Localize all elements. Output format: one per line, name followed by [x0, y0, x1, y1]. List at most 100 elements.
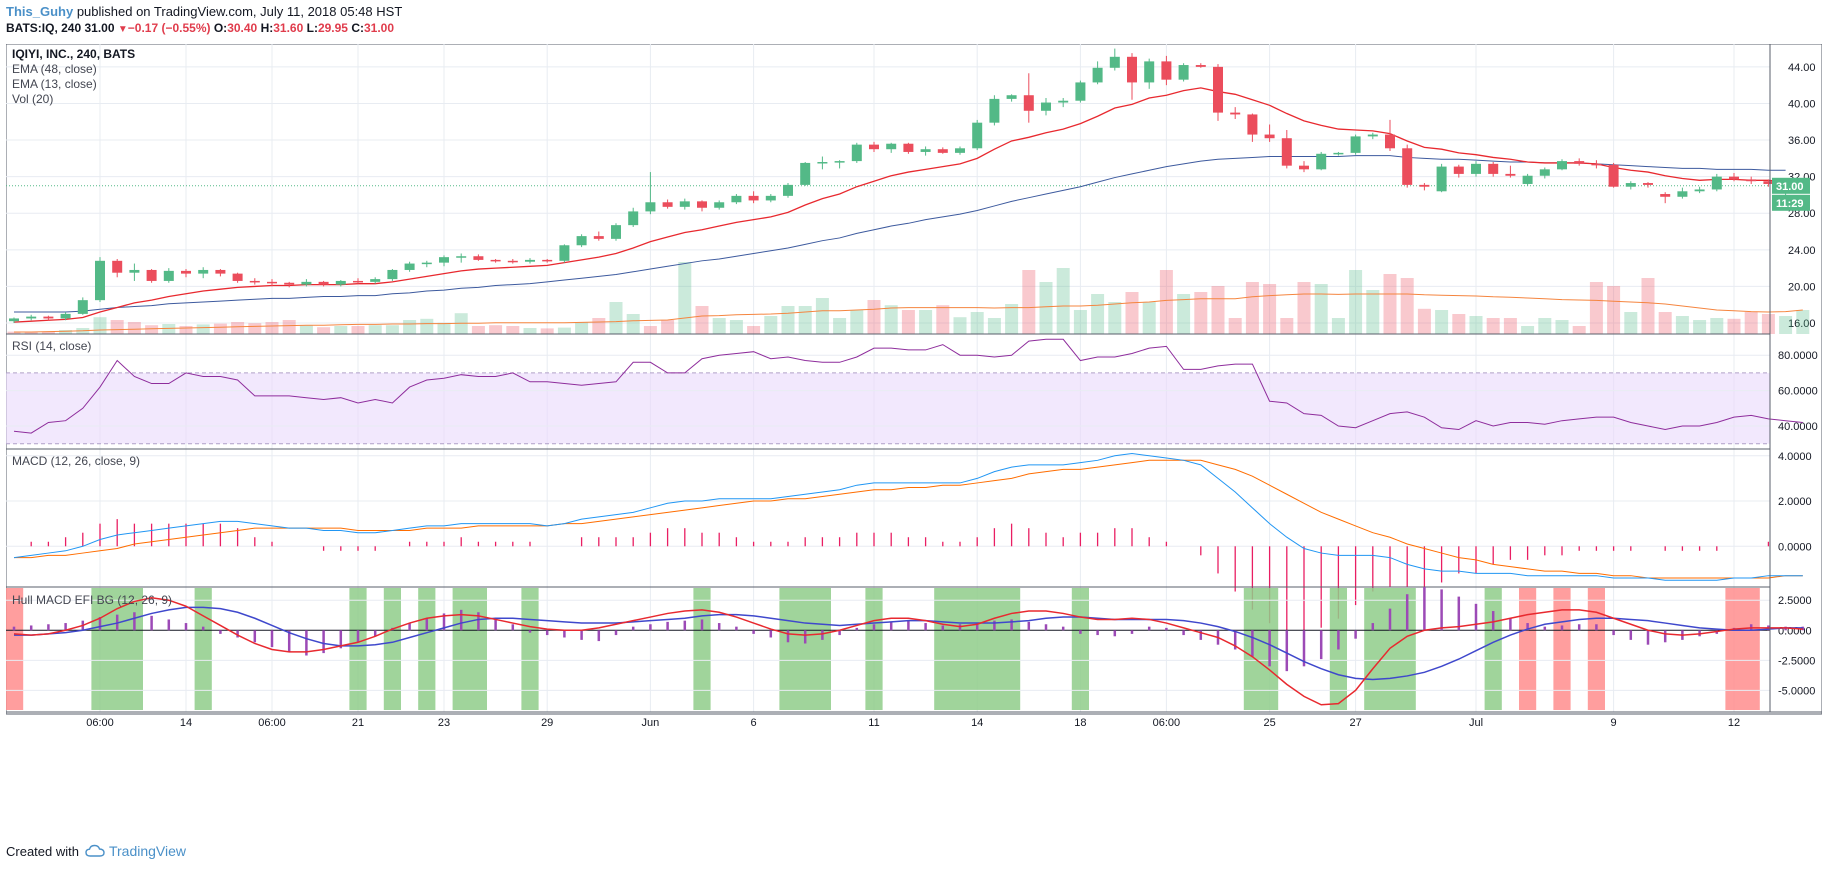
time-axis-label: 14 — [971, 717, 983, 729]
candle-body — [249, 280, 260, 283]
time-axis-label: 9 — [1611, 717, 1617, 729]
candle-body — [95, 260, 105, 301]
candle-body — [765, 195, 776, 201]
candle-body — [215, 269, 226, 274]
candle-body — [353, 280, 363, 283]
candle-body — [1264, 134, 1275, 139]
volume-bar — [1108, 302, 1122, 334]
candle-body — [112, 260, 123, 273]
hull-red-background — [1553, 588, 1571, 710]
rsi-band — [6, 372, 1770, 444]
low-value: 29.95 — [317, 21, 348, 35]
candle-body — [903, 143, 914, 152]
volume-bar — [1022, 270, 1036, 334]
volume-bar — [1641, 278, 1655, 334]
price-axis-label: 44.00 — [1788, 62, 1816, 74]
candle-body — [1041, 102, 1051, 111]
time-axis-label: Jun — [642, 717, 660, 729]
volume-bar — [1383, 274, 1397, 334]
price-pane-legend: Vol (20) — [12, 92, 53, 106]
volume-bar — [609, 302, 623, 334]
last-price-label: 31.00 — [1776, 181, 1804, 193]
volume-bar — [678, 262, 692, 334]
price-axis-label: 28.00 — [1788, 208, 1816, 220]
volume-bar — [489, 325, 503, 334]
volume-bar — [248, 323, 262, 334]
candle-body — [1677, 191, 1688, 197]
hull-green-background — [1071, 588, 1089, 710]
volume-bar — [299, 325, 313, 334]
footer: Created with TradingView — [6, 843, 186, 859]
hull-green-background — [779, 588, 831, 710]
candle-body — [542, 259, 553, 262]
hull-green-background — [693, 588, 711, 710]
candle-body — [731, 195, 742, 203]
candle-body — [628, 211, 639, 226]
time-axis-label: 06:00 — [258, 717, 286, 729]
volume-bar — [1503, 318, 1517, 334]
hull-red-background — [1587, 588, 1605, 710]
hull-red-background — [1725, 588, 1760, 710]
volume-bar — [162, 324, 176, 334]
volume-bar — [1658, 312, 1672, 334]
tradingview-logo[interactable]: TradingView — [85, 843, 186, 859]
macd-axis-label: 2.0000 — [1778, 496, 1812, 508]
candle-body — [1333, 152, 1344, 155]
candle-body — [1591, 163, 1602, 166]
price-axis-label: 20.00 — [1788, 281, 1816, 293]
candle-body — [1660, 194, 1671, 197]
close-value: 31.00 — [363, 21, 395, 35]
volume-bar — [1693, 320, 1707, 334]
tradingview-cloud-icon — [85, 844, 105, 857]
close-label: C: — [351, 21, 364, 35]
volume-bar — [1452, 314, 1466, 334]
volume-bar — [317, 327, 331, 334]
volume-bar — [1417, 308, 1431, 334]
macd-axis-label: 0.0000 — [1778, 541, 1812, 553]
time-axis-label: 27 — [1349, 717, 1361, 729]
chart-svg[interactable]: 44.0040.0036.0032.0028.0024.0020.0016.00… — [5, 43, 1823, 832]
high-value: 31.60 — [273, 21, 304, 35]
candle-body — [920, 149, 931, 152]
candle-body — [1746, 179, 1757, 182]
candle-body — [507, 260, 518, 263]
candle-body — [1643, 183, 1653, 185]
created-with-text: Created with — [6, 843, 79, 859]
candle-body — [146, 269, 157, 281]
candle-body — [800, 162, 811, 185]
volume-bar — [1297, 282, 1311, 334]
candle-body — [1471, 163, 1481, 174]
volume-bar — [1056, 268, 1070, 334]
volume-bar — [884, 305, 898, 334]
volume-bar — [368, 325, 382, 334]
time-axis-label: 11 — [868, 717, 879, 729]
chart-area[interactable]: 44.00 40.00 36.00 32.00 28.00 24.00 20.00 16.00… — [5, 43, 1823, 832]
price-axis-label: 40.00 — [1788, 98, 1816, 110]
volume-ma-line — [14, 293, 1803, 333]
volume-bar — [575, 322, 589, 334]
candle-body — [1385, 134, 1395, 149]
volume-bar — [1572, 326, 1586, 334]
volume-bar — [471, 326, 485, 334]
volume-bar — [1331, 318, 1345, 334]
open-value: 30.40 — [227, 21, 258, 35]
volume-bar — [1366, 290, 1380, 334]
volume-bar — [1228, 318, 1242, 334]
volume-bar — [833, 318, 847, 334]
volume-bar — [1245, 282, 1259, 334]
volume-bar — [901, 310, 915, 334]
candle-body — [490, 259, 501, 262]
candle-body — [1436, 166, 1447, 192]
tradingview-brand[interactable]: TradingView — [108, 843, 187, 859]
author-link[interactable]: This_Guhy — [6, 4, 74, 19]
volume-bar — [1469, 316, 1483, 334]
volume-bar — [1280, 318, 1294, 334]
candle-body — [1729, 176, 1739, 180]
price-pane-legend: IQIYI, INC., 240, BATS — [12, 47, 135, 61]
volume-bar — [93, 317, 107, 334]
volume-bar — [523, 328, 537, 334]
rsi-line — [13, 338, 1803, 434]
candle-body — [593, 236, 604, 239]
volume-bar — [1589, 282, 1603, 334]
candle-body — [955, 148, 965, 153]
